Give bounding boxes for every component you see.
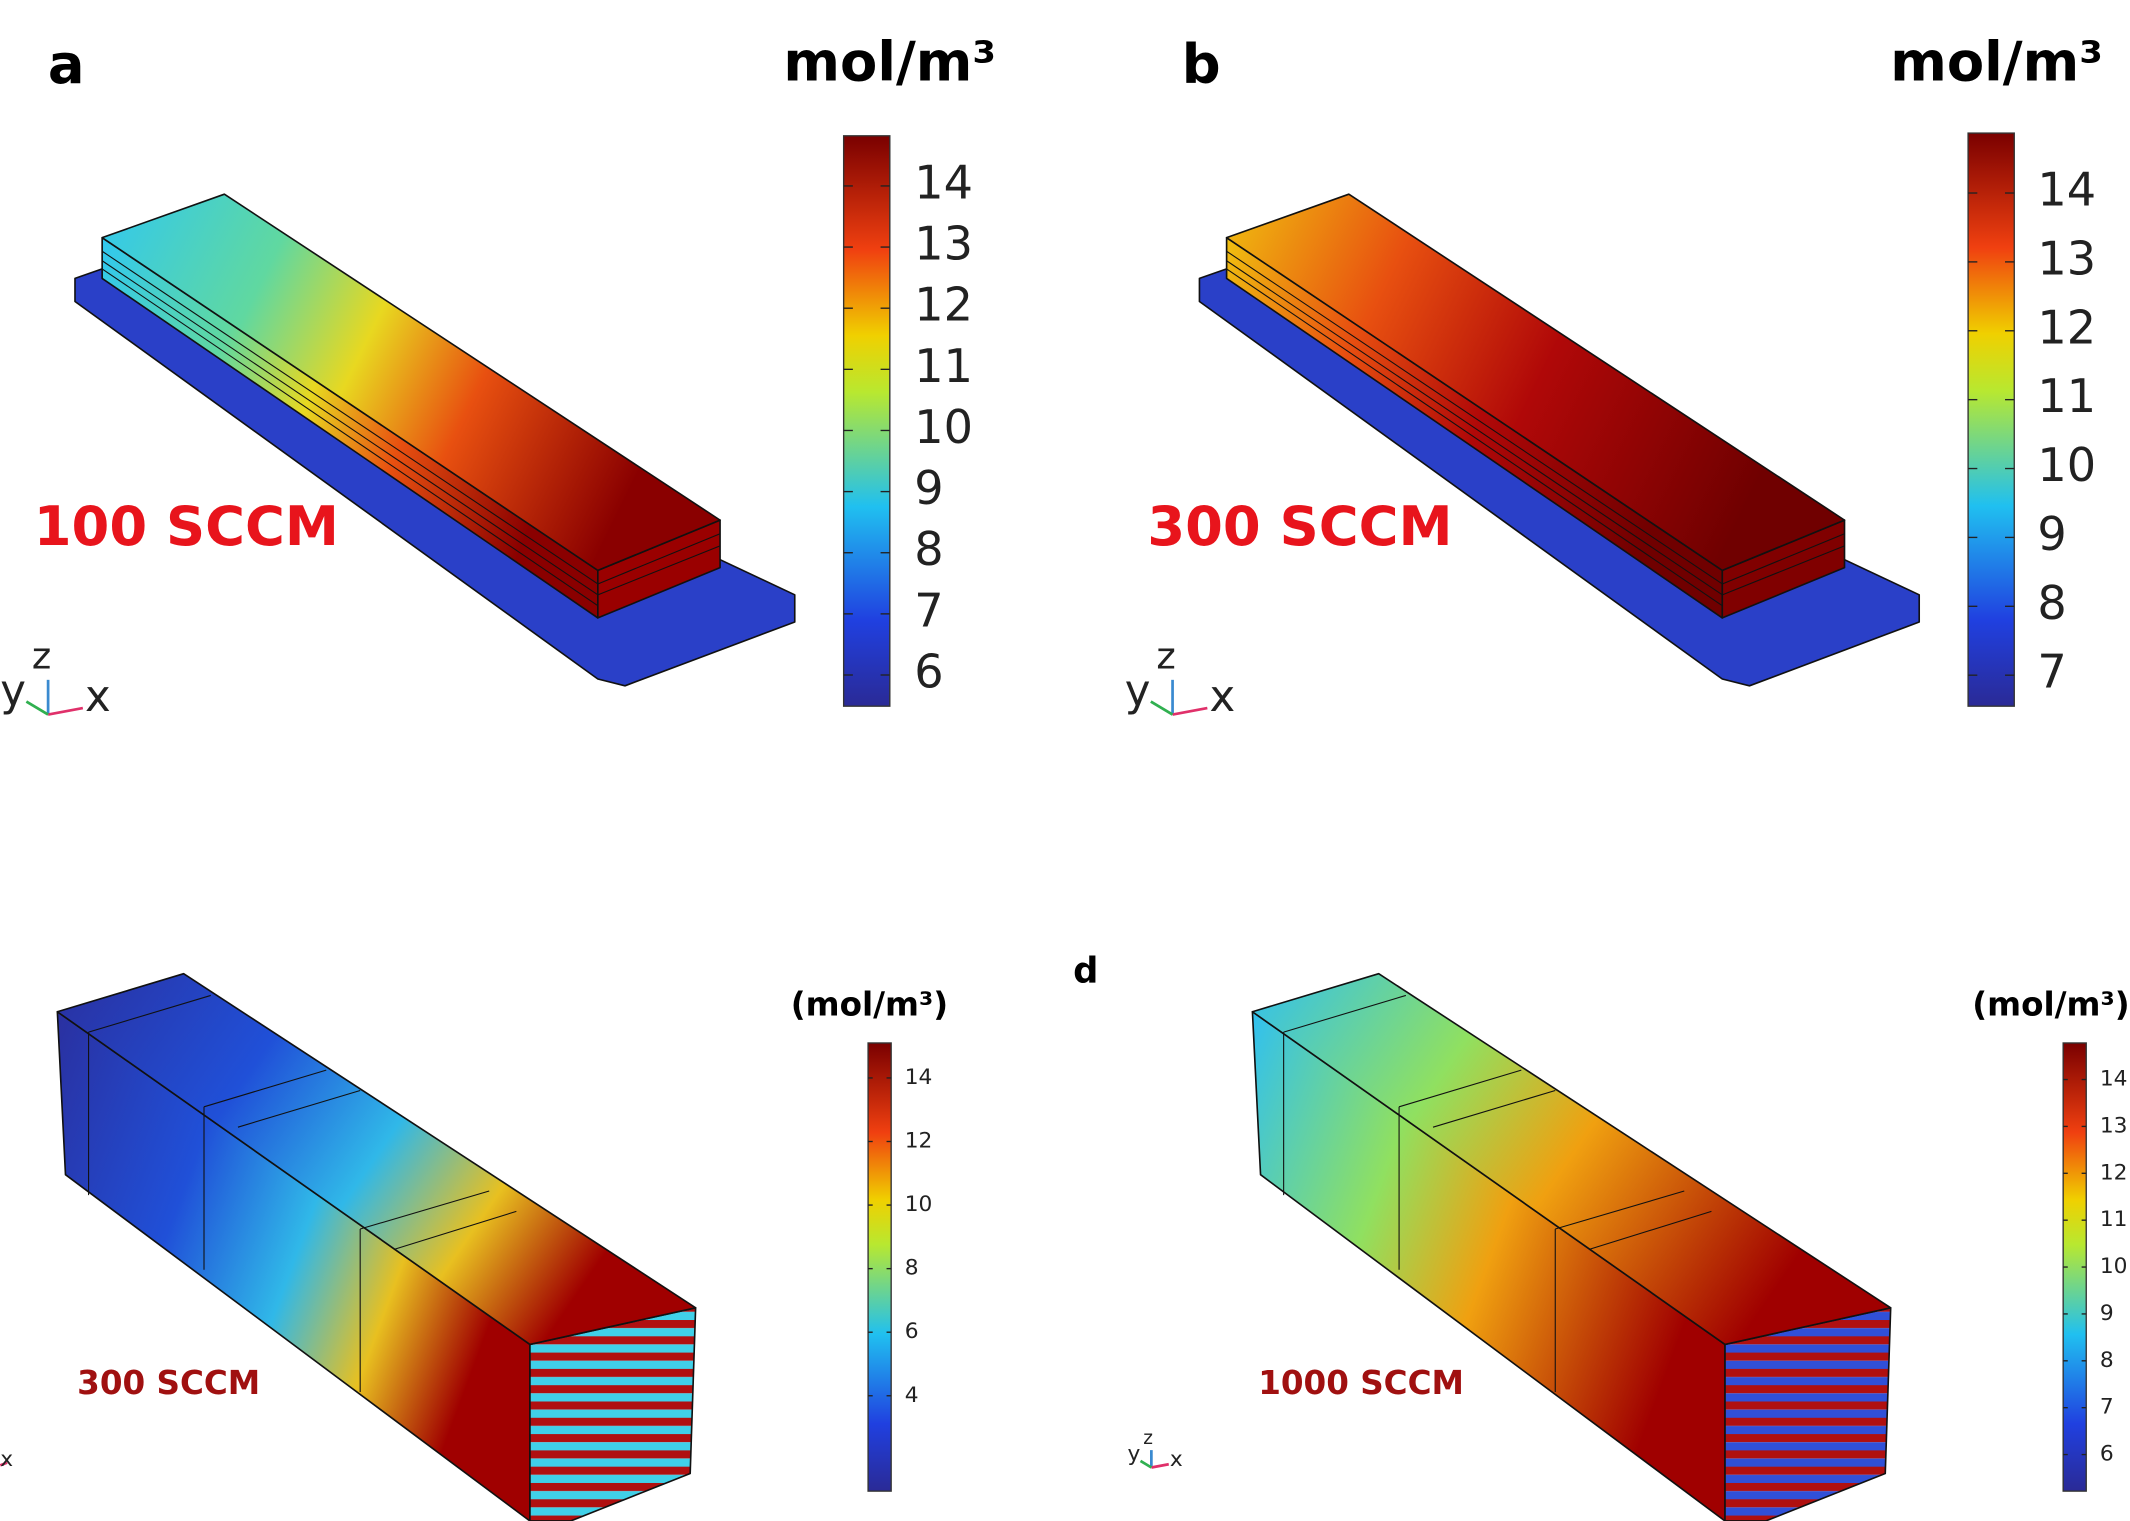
tick-label: 14 (2100, 1067, 2128, 1092)
tick-label: 8 (2037, 576, 2066, 630)
tick-label: 13 (914, 217, 973, 271)
tick-label: 11 (2037, 369, 2096, 423)
tick-label: 12 (914, 278, 973, 332)
unit-label: (mol/m³) (791, 985, 948, 1023)
tick-label: 10 (2037, 438, 2096, 492)
unit-label: mol/m³ (783, 30, 996, 93)
model-a (75, 194, 795, 686)
colorbar (868, 1043, 891, 1491)
triad-label: z (1143, 1428, 1153, 1449)
tick-label: 13 (2037, 231, 2096, 285)
tick-label: 6 (905, 1319, 919, 1344)
panel-label: d (1073, 950, 1098, 991)
tick-label: 7 (914, 583, 943, 637)
tick-label: 12 (905, 1129, 933, 1154)
triad-label: x (1170, 1447, 1183, 1472)
model-d (1252, 974, 1890, 1521)
tick-label: 4 (905, 1383, 919, 1408)
tick-label: 14 (2037, 163, 2096, 217)
model-c (57, 974, 695, 1521)
tick-label: 9 (2037, 507, 2066, 561)
model-b (1199, 194, 1919, 686)
tick-label: 12 (2100, 1160, 2128, 1185)
tick-label: 12 (2037, 300, 2096, 354)
body: amol/m³100 SCCMyzx67891011121314bmol/m³3… (0, 0, 2130, 1521)
tick-label: 9 (2100, 1301, 2114, 1326)
page: Concentration fields {"panels":[ {"label… (0, 0, 2130, 1521)
triad-label: y (1125, 666, 1151, 716)
triad-label: z (1156, 635, 1175, 678)
tick-label: 11 (914, 339, 973, 393)
triad-label: y (1127, 1441, 1140, 1466)
colorbar (844, 136, 890, 706)
panel-label: a (48, 33, 85, 96)
triad-label: x (1209, 672, 1235, 722)
triad-label: x (85, 672, 111, 722)
tick-label: 14 (905, 1065, 933, 1090)
triad-axis (26, 702, 48, 715)
flow-label: 100 SCCM (34, 495, 339, 558)
triad-axis (1151, 702, 1173, 715)
tick-label: 7 (2037, 645, 2066, 699)
unit-label: mol/m³ (1890, 30, 2103, 93)
tick-label: 8 (2100, 1348, 2114, 1373)
tick-label: 6 (914, 645, 943, 699)
triad-axis (1151, 1464, 1168, 1467)
triad-axis (1141, 1461, 1152, 1468)
tick-label: 8 (914, 522, 943, 576)
tick-label: 10 (905, 1192, 933, 1217)
tick-label: 9 (914, 461, 943, 515)
triad-axis (48, 708, 83, 715)
panel-label: b (1182, 33, 1221, 96)
figure: amol/m³100 SCCMyzx67891011121314bmol/m³3… (0, 0, 2130, 1521)
tick-label: 6 (2100, 1442, 2114, 1467)
tick-label: 13 (2100, 1113, 2128, 1138)
triad-label: y (0, 666, 26, 716)
colorbar (1968, 133, 2014, 706)
tick-label: 10 (2100, 1254, 2128, 1279)
tick-label: 7 (2100, 1395, 2114, 1420)
triad-label: z (32, 635, 51, 678)
triad-label: x (0, 1447, 13, 1472)
tick-label: 14 (914, 155, 973, 209)
flow-label: 300 SCCM (77, 1364, 260, 1402)
unit-label: (mol/m³) (1972, 985, 2129, 1023)
tick-label: 10 (914, 400, 973, 454)
flow-label: 1000 SCCM (1258, 1364, 1464, 1402)
tick-label: 8 (905, 1256, 919, 1281)
triad-axis (1173, 708, 1208, 715)
tick-label: 11 (2100, 1207, 2128, 1232)
flow-label: 300 SCCM (1147, 495, 1452, 558)
